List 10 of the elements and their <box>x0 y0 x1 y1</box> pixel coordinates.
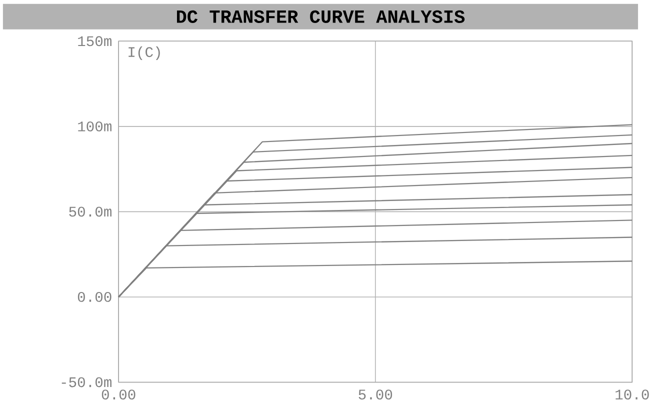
x-tick-label: 0.00 <box>102 389 136 400</box>
y-tick-label: 100m <box>78 121 112 132</box>
y-tick-label: -50.0m <box>62 377 112 387</box>
x-tick-label: 5.00 <box>358 389 392 400</box>
y-tick-label: 150m <box>78 36 112 46</box>
y-tick-label: 0.00 <box>78 292 112 302</box>
x-tick-label: 10.0 <box>616 389 649 400</box>
y-axis-title: I(C) <box>128 46 160 60</box>
y-tick-label: 50.0m <box>69 206 112 216</box>
chart-title: DC TRANSFER CURVE ANALYSIS <box>176 10 465 23</box>
